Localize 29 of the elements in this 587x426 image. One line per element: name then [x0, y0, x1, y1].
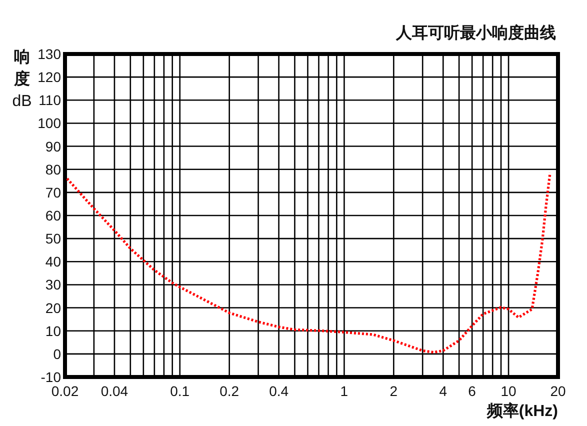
y-tick-label: 10 [45, 322, 62, 339]
y-tick-label: 70 [45, 184, 62, 200]
x-tick-label: 0.2 [220, 383, 240, 399]
x-tick-label: 4 [439, 383, 448, 399]
y-tick-label: 110 [38, 92, 62, 108]
y-axis-title: 响度dB [12, 48, 32, 110]
y-tick-label: -10 [40, 369, 62, 385]
x-tick-label: 0.04 [100, 383, 128, 399]
x-tick-label: 6 [468, 383, 476, 399]
y-tick-label: 90 [45, 138, 62, 154]
y-tick-label: 30 [45, 276, 62, 293]
x-tick-label: 2 [390, 383, 398, 399]
y-tick-label: 80 [45, 161, 62, 178]
y-tick-label: 20 [45, 300, 62, 316]
y-tick-label: 40 [45, 254, 62, 270]
x-tick-label: 0.1 [170, 383, 190, 399]
x-axis-title: 频率(kHz) [486, 401, 558, 420]
y-tick-label: 120 [38, 69, 62, 86]
x-tick-label: 20 [550, 383, 566, 399]
x-tick-label: 10 [500, 383, 517, 399]
y-tick-label: 50 [45, 230, 62, 247]
x-tick-label: 1 [340, 383, 348, 399]
x-tick-label: 0.4 [269, 383, 289, 399]
x-tick-label: 0.02 [51, 383, 79, 399]
chart-title: 人耳可听最小响度曲线 [395, 23, 556, 42]
y-tick-label: 0 [53, 346, 62, 362]
y-tick-label: 100 [38, 115, 62, 132]
y-tick-label: 60 [45, 208, 62, 224]
y-tick-label: 130 [38, 46, 62, 62]
